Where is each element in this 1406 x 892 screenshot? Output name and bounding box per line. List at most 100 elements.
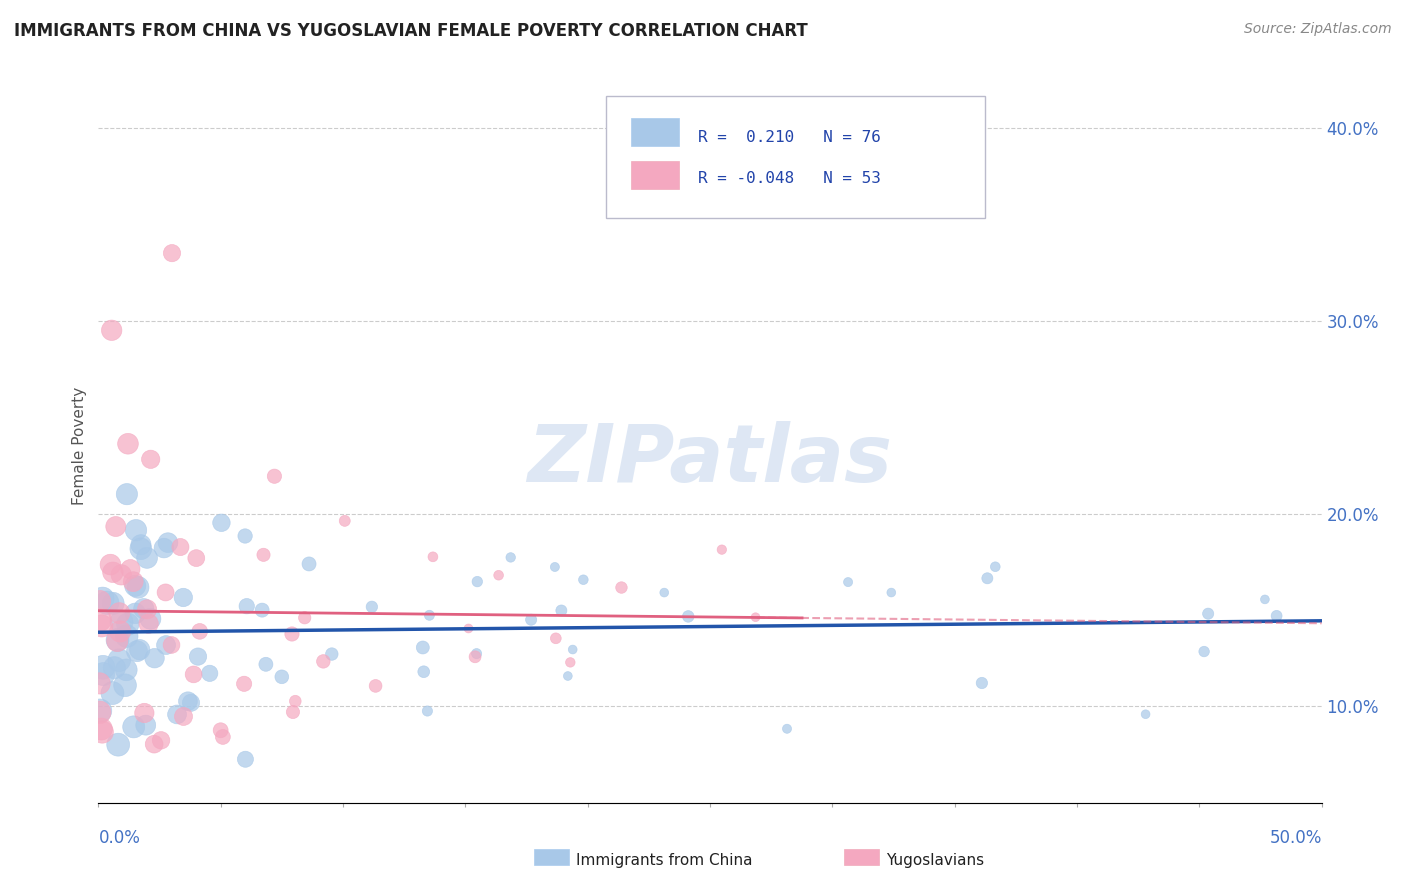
Point bbox=[91, 660, 114, 674]
Point bbox=[183, 667, 205, 681]
Text: R =  0.210   N = 76: R = 0.210 N = 76 bbox=[697, 130, 880, 145]
Point bbox=[127, 580, 149, 594]
Point bbox=[138, 616, 160, 631]
Point bbox=[156, 535, 179, 549]
Point bbox=[984, 559, 1007, 574]
Point bbox=[110, 567, 132, 582]
Point bbox=[465, 574, 488, 589]
Point bbox=[652, 585, 675, 599]
Point bbox=[117, 436, 139, 450]
Point bbox=[464, 649, 486, 664]
Y-axis label: Female Poverty: Female Poverty bbox=[72, 387, 87, 505]
Point bbox=[416, 704, 439, 718]
Text: ZIPatlas: ZIPatlas bbox=[527, 421, 893, 500]
Point bbox=[90, 619, 112, 633]
Point bbox=[91, 725, 114, 739]
Point bbox=[120, 562, 142, 576]
Point bbox=[976, 571, 998, 585]
Point bbox=[744, 610, 766, 624]
Point bbox=[160, 638, 183, 652]
Point bbox=[418, 608, 440, 623]
Point bbox=[104, 519, 127, 533]
Text: Yugoslavians: Yugoslavians bbox=[886, 854, 984, 868]
Point bbox=[125, 644, 148, 658]
Point bbox=[96, 596, 118, 610]
Point bbox=[134, 706, 156, 720]
Point bbox=[281, 705, 304, 719]
Point bbox=[457, 622, 479, 636]
Point bbox=[101, 566, 124, 580]
Point bbox=[132, 601, 155, 615]
Point bbox=[129, 538, 152, 552]
Point bbox=[235, 599, 257, 614]
Point bbox=[91, 667, 114, 681]
Point bbox=[135, 718, 157, 732]
FancyBboxPatch shape bbox=[606, 96, 986, 218]
Point bbox=[136, 602, 159, 616]
Point bbox=[166, 707, 188, 722]
Point bbox=[422, 549, 444, 564]
Point bbox=[560, 656, 582, 670]
Point bbox=[115, 663, 138, 677]
Point bbox=[101, 686, 124, 700]
Point bbox=[143, 737, 166, 751]
Point bbox=[89, 594, 111, 608]
Point bbox=[1197, 607, 1219, 621]
Point bbox=[89, 676, 111, 690]
Point bbox=[122, 574, 145, 589]
Point bbox=[169, 540, 191, 554]
Point bbox=[153, 541, 176, 555]
Point bbox=[1192, 644, 1215, 658]
Point bbox=[880, 585, 903, 599]
Point bbox=[678, 609, 700, 624]
Point bbox=[177, 694, 200, 708]
Point bbox=[364, 679, 387, 693]
Point bbox=[129, 541, 152, 556]
Text: 50.0%: 50.0% bbox=[1270, 829, 1322, 847]
Point bbox=[233, 677, 256, 691]
Point bbox=[91, 591, 114, 606]
Bar bbox=[630, 161, 679, 189]
Point bbox=[837, 575, 859, 590]
Bar bbox=[630, 118, 679, 146]
Text: IMMIGRANTS FROM CHINA VS YUGOSLAVIAN FEMALE POVERTY CORRELATION CHART: IMMIGRANTS FROM CHINA VS YUGOSLAVIAN FEM… bbox=[14, 22, 808, 40]
Point bbox=[139, 452, 162, 467]
Point bbox=[143, 651, 166, 665]
Point bbox=[110, 615, 132, 629]
Point bbox=[209, 516, 232, 530]
Point bbox=[198, 666, 221, 681]
Point bbox=[412, 665, 434, 679]
Point bbox=[188, 624, 211, 639]
Point bbox=[294, 611, 316, 625]
Point bbox=[270, 670, 292, 684]
Point bbox=[544, 560, 567, 574]
Point bbox=[1265, 608, 1288, 623]
Text: R = -0.048   N = 53: R = -0.048 N = 53 bbox=[697, 171, 880, 186]
Point bbox=[321, 647, 343, 661]
Point bbox=[254, 657, 277, 672]
Point bbox=[89, 704, 111, 718]
Point bbox=[520, 613, 543, 627]
Point bbox=[108, 606, 131, 620]
Point bbox=[173, 709, 195, 723]
Point bbox=[108, 653, 131, 667]
Point bbox=[105, 634, 128, 648]
Point bbox=[90, 722, 112, 736]
Point bbox=[561, 642, 583, 657]
Point bbox=[136, 550, 159, 565]
Point bbox=[101, 596, 124, 610]
Point bbox=[281, 627, 304, 641]
Point bbox=[1135, 707, 1157, 722]
Point bbox=[107, 632, 129, 647]
Point bbox=[333, 514, 356, 528]
Point bbox=[252, 548, 274, 562]
Point bbox=[557, 669, 579, 683]
Point bbox=[139, 612, 162, 626]
Point bbox=[155, 638, 177, 652]
Point bbox=[360, 599, 382, 614]
Point bbox=[117, 617, 139, 632]
Point bbox=[970, 676, 993, 690]
Text: Immigrants from China: Immigrants from China bbox=[576, 854, 754, 868]
Point bbox=[114, 678, 136, 692]
Point bbox=[124, 579, 146, 593]
